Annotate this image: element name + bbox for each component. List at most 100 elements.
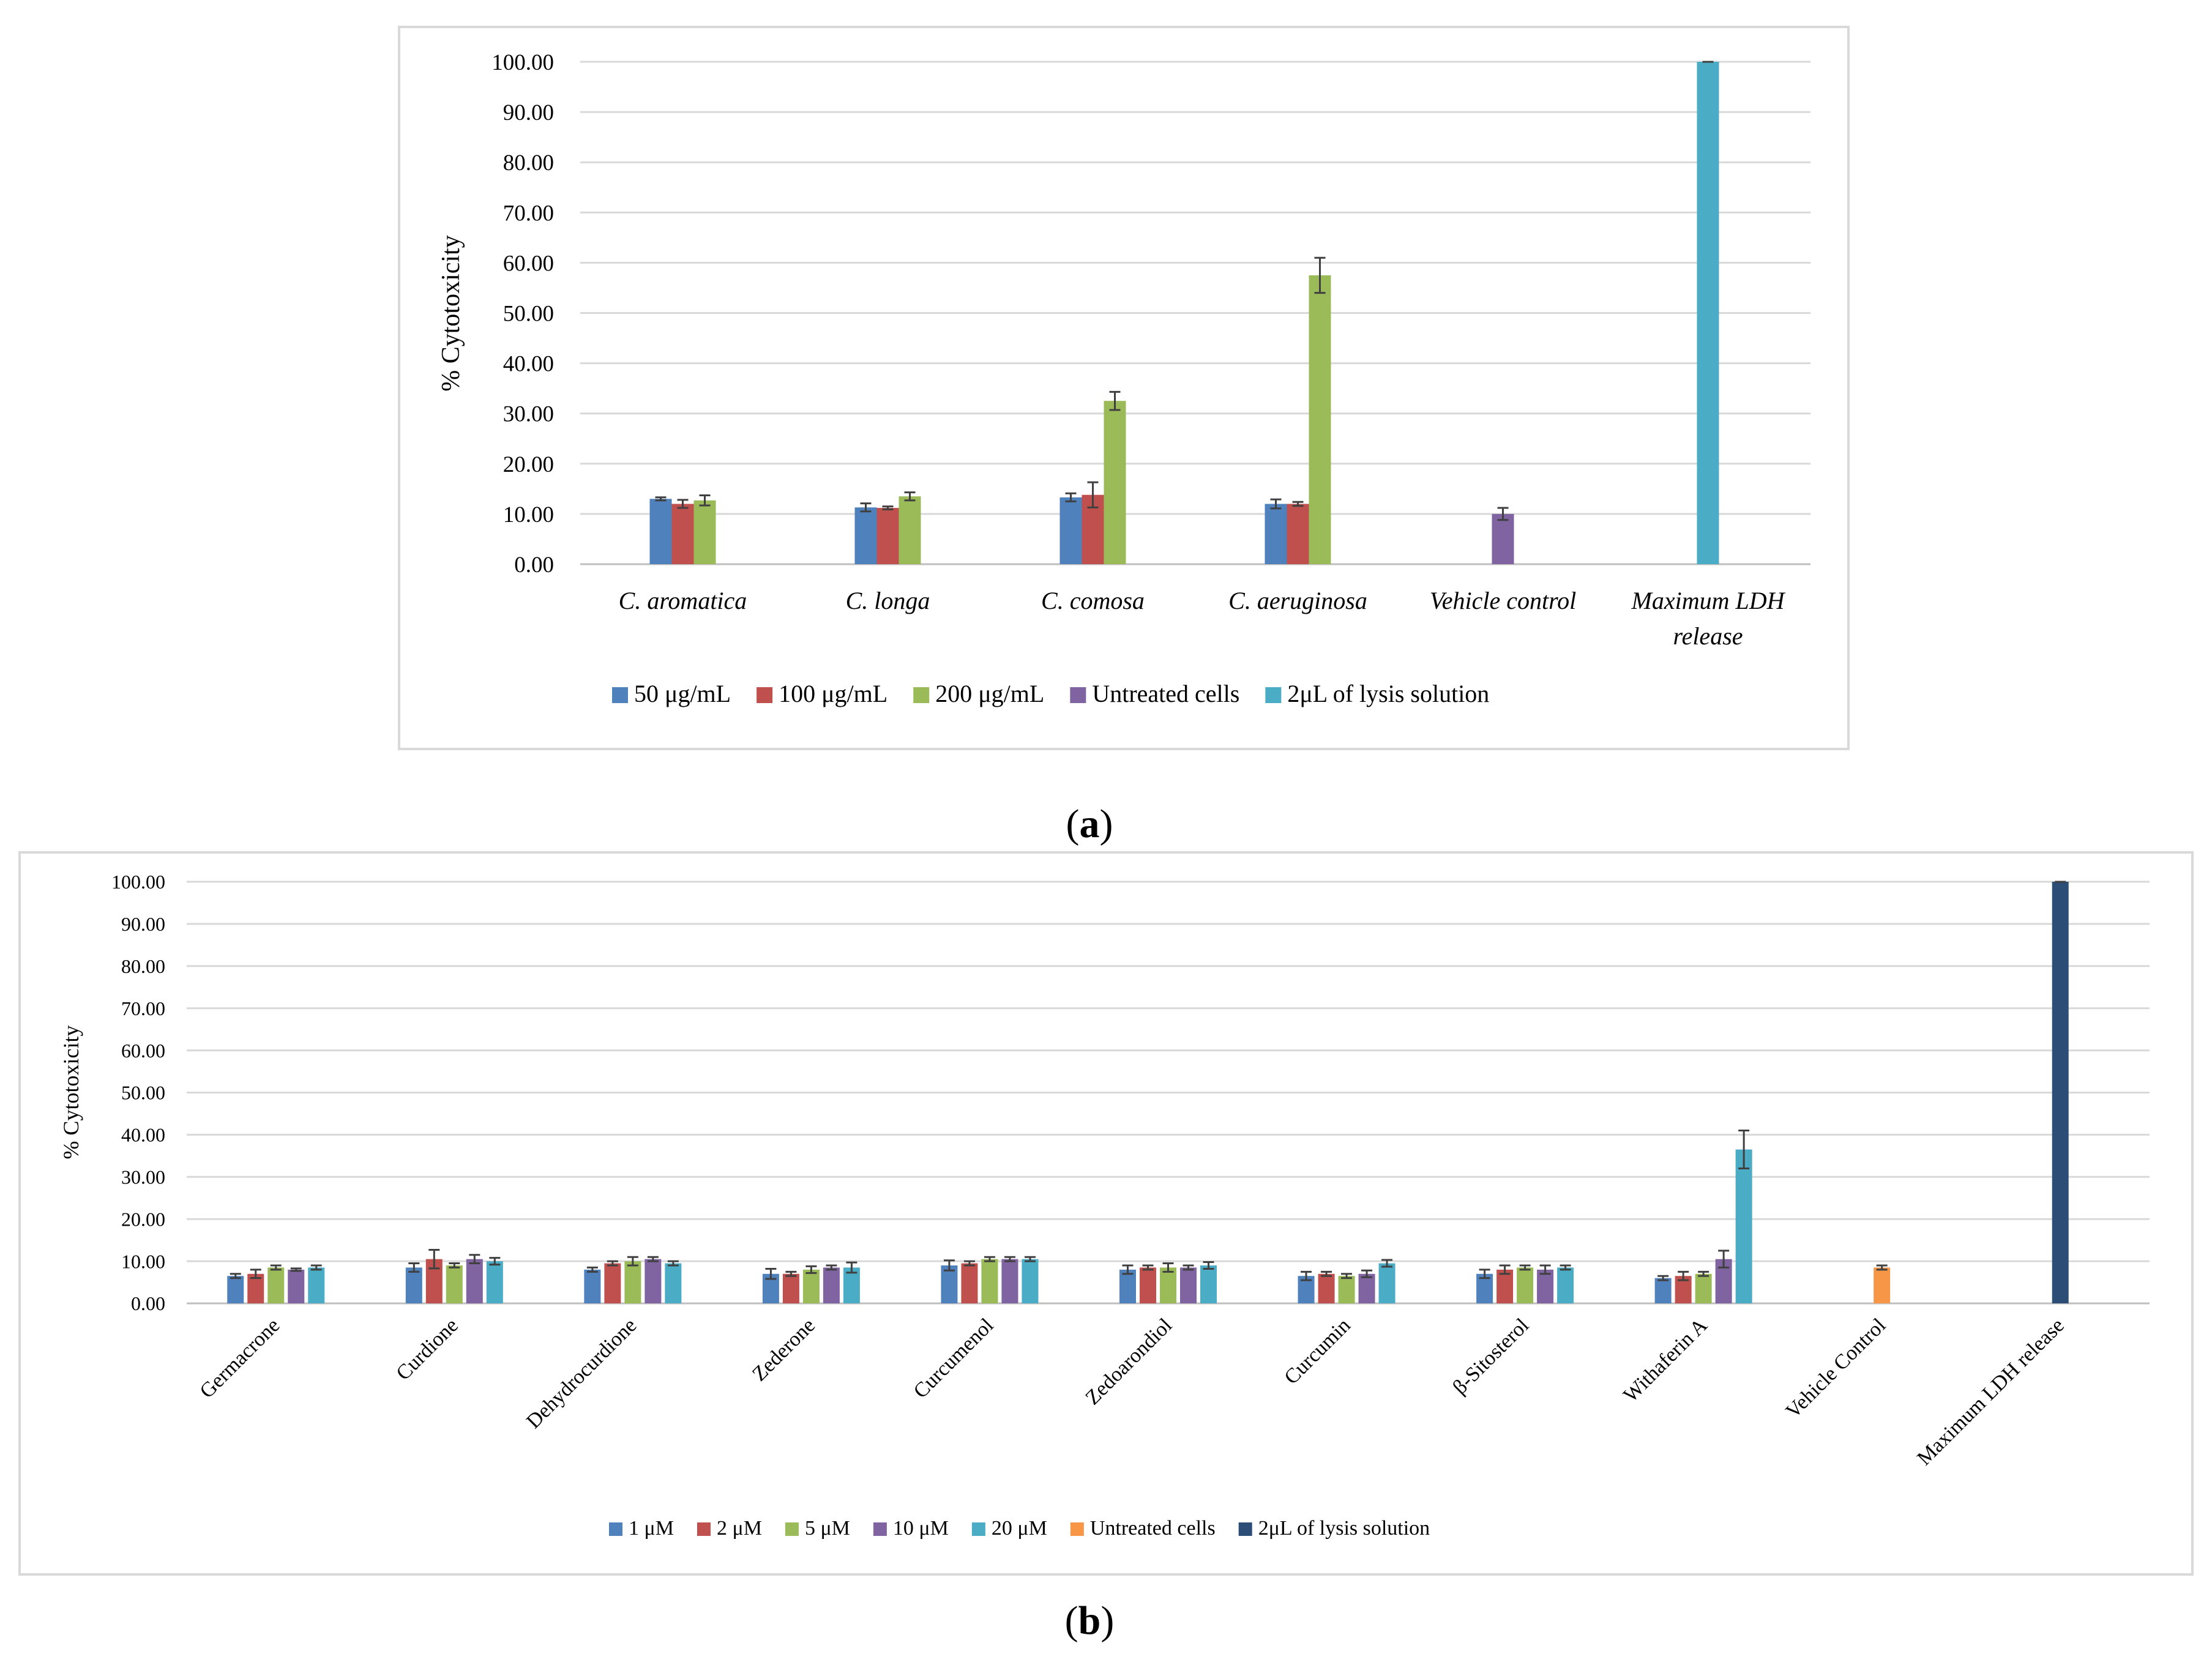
legend-swatch (1070, 1522, 1084, 1536)
legend-label: 2μL of lysis solution (1258, 1517, 1430, 1540)
bar (671, 504, 694, 564)
legend-swatch (609, 1522, 622, 1536)
legend: 50 μg/mL 100 μg/mL 200 μg/mL Untreated cell… (612, 680, 1489, 707)
bar (1140, 1267, 1156, 1303)
x-tick-label: Maximum LDH release (1631, 587, 1786, 650)
legend: 1 μM 2 μM 5 μM 10 μM 20 μM Untreated cells 2μL… (609, 1517, 1430, 1540)
bar (802, 1269, 820, 1303)
y-tick-label: 40.00 (121, 1124, 165, 1146)
y-axis-title: % Cytotoxicity (437, 235, 465, 392)
bar (1104, 401, 1126, 564)
y-tick-label: 90.00 (121, 913, 165, 935)
panel-a-label: (a) (1066, 802, 1113, 846)
legend-swatch (913, 687, 930, 703)
bar (693, 500, 716, 564)
legend-swatch (612, 687, 628, 703)
bar (1695, 1273, 1712, 1303)
bar (1874, 1267, 1891, 1303)
bar (1517, 1267, 1534, 1303)
bar (1537, 1269, 1554, 1303)
bar (1378, 1263, 1396, 1303)
legend-swatch (1070, 687, 1086, 703)
bar (645, 1259, 662, 1303)
bar (1654, 1278, 1672, 1303)
bar (1022, 1259, 1039, 1303)
y-tick-label: 30.00 (121, 1166, 165, 1188)
bar (1496, 1269, 1514, 1303)
y-tick-label: 80.00 (121, 955, 165, 977)
legend-label: 1 μM (629, 1517, 674, 1540)
y-tick-label: 30.00 (503, 402, 554, 427)
x-tick-label: C. aromatica (619, 587, 747, 614)
bar (823, 1267, 840, 1303)
bar (584, 1269, 601, 1303)
bar (308, 1267, 325, 1303)
legend-swatch (971, 1522, 985, 1536)
bar (941, 1265, 958, 1303)
y-axis-title: % Cytotoxicity (59, 1026, 83, 1160)
bar (405, 1267, 422, 1303)
y-tick-label: 60.00 (121, 1040, 165, 1062)
y-tick-label: 100.00 (491, 50, 554, 75)
bar (1287, 504, 1309, 564)
bar (466, 1259, 483, 1303)
chart-a: 0.00 10.00 20.00 30.00 40.00 50.00 60.00 70.00 8… (437, 50, 1810, 707)
bar (665, 1263, 682, 1303)
bar (1180, 1267, 1197, 1303)
bar (1309, 275, 1331, 564)
legend-label: 5 μM (805, 1517, 850, 1540)
legend-label: Untreated cells (1092, 680, 1239, 707)
y-tick-label: 0.00 (131, 1292, 165, 1314)
y-tick-label: 0.00 (514, 553, 554, 578)
bar (1200, 1265, 1217, 1303)
bar (649, 499, 672, 564)
bar (1735, 1149, 1752, 1303)
bar (1160, 1267, 1176, 1303)
bar (2052, 882, 2069, 1303)
chart-a-frame (398, 26, 1850, 750)
legend-label: 20 μM (992, 1517, 1047, 1540)
bar (1557, 1267, 1574, 1303)
bar (899, 496, 921, 564)
x-tick-label: C. longa (846, 587, 930, 614)
x-tick-label: C. aeruginosa (1228, 587, 1367, 614)
bar (604, 1263, 621, 1303)
bar (1338, 1276, 1355, 1303)
bar (1358, 1273, 1375, 1303)
bar (267, 1267, 285, 1303)
legend-label: 50 μg/mL (634, 680, 731, 707)
bar (486, 1261, 503, 1303)
legend-swatch (697, 1522, 711, 1536)
bar (446, 1265, 463, 1303)
bar (1119, 1269, 1136, 1303)
bar (1059, 497, 1082, 564)
y-tick-label: 80.00 (503, 151, 554, 176)
bar (782, 1273, 799, 1303)
legend-label: 200 μg/mL (935, 680, 1044, 707)
legend-label: 100 μg/mL (779, 680, 887, 707)
bar (624, 1261, 641, 1303)
bar (1001, 1259, 1018, 1303)
legend-swatch (785, 1522, 799, 1536)
legend-swatch (1238, 1522, 1252, 1536)
bar (1318, 1273, 1335, 1303)
bar (981, 1259, 998, 1303)
bar (288, 1269, 305, 1303)
bar (1697, 62, 1719, 564)
legend-swatch (1265, 687, 1282, 703)
y-tick-label: 20.00 (121, 1208, 165, 1230)
bar (227, 1276, 244, 1303)
y-tick-label: 60.00 (503, 251, 554, 276)
y-tick-label: 20.00 (503, 452, 554, 477)
y-tick-label: 10.00 (121, 1250, 165, 1272)
bar (854, 507, 877, 564)
x-tick-label: Vehicle control (1430, 587, 1577, 614)
x-tick-label: C. comosa (1041, 587, 1145, 614)
bar (876, 508, 899, 564)
legend-label: 2 μM (717, 1517, 762, 1540)
legend-swatch (757, 687, 773, 703)
bar (1492, 513, 1514, 564)
legend-label: 10 μM (893, 1517, 949, 1540)
y-tick-label: 50.00 (121, 1082, 165, 1104)
